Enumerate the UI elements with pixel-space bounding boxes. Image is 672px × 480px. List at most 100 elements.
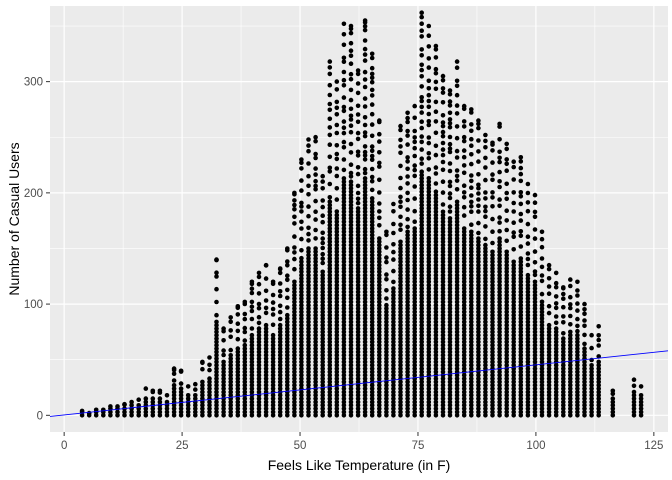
- data-point: [469, 249, 474, 255]
- data-point: [638, 384, 644, 389]
- data-point: [377, 342, 382, 348]
- data-point: [412, 239, 418, 245]
- data-point: [355, 329, 361, 335]
- data-point: [320, 383, 326, 388]
- data-point: [270, 396, 276, 401]
- data-point: [369, 111, 375, 117]
- data-point: [511, 282, 516, 288]
- data-point: [610, 396, 616, 401]
- data-point: [490, 369, 495, 375]
- data-point: [235, 386, 241, 391]
- data-point: [398, 252, 403, 258]
- data-point: [270, 413, 276, 418]
- data-point: [525, 389, 531, 395]
- data-point: [440, 363, 446, 368]
- data-point: [306, 183, 311, 189]
- data-point: [171, 409, 177, 415]
- data-point: [575, 383, 580, 388]
- data-point: [214, 326, 219, 331]
- data-point: [511, 326, 516, 331]
- data-point: [355, 403, 361, 408]
- data-point: [546, 329, 552, 335]
- data-point: [299, 326, 304, 331]
- data-point: [561, 285, 566, 290]
- data-point: [277, 281, 283, 286]
- data-point: [525, 359, 531, 365]
- data-point: [391, 322, 396, 328]
- data-point: [490, 376, 495, 381]
- data-point: [412, 232, 418, 238]
- data-point: [447, 356, 453, 361]
- data-point: [320, 198, 326, 203]
- data-point: [242, 396, 248, 401]
- data-point: [440, 332, 446, 338]
- data-point: [504, 256, 510, 261]
- data-point: [249, 308, 255, 314]
- data-point: [454, 272, 460, 278]
- data-point: [440, 246, 446, 251]
- data-point: [405, 326, 410, 331]
- data-point: [461, 249, 467, 255]
- data-point: [582, 393, 587, 398]
- data-point: [355, 279, 361, 285]
- data-point: [355, 316, 361, 321]
- data-point: [447, 383, 453, 388]
- data-point: [568, 305, 573, 311]
- data-point: [447, 269, 453, 275]
- data-point: [483, 196, 488, 201]
- data-point: [490, 256, 495, 261]
- data-point: [561, 396, 566, 401]
- data-point: [348, 292, 354, 298]
- data-point: [532, 373, 538, 378]
- data-point: [341, 346, 347, 351]
- data-point: [412, 339, 418, 345]
- data-point: [313, 166, 318, 171]
- data-point: [362, 149, 368, 155]
- data-point: [398, 413, 403, 418]
- data-point: [433, 326, 439, 331]
- data-point: [532, 286, 538, 291]
- data-point: [398, 309, 403, 315]
- data-point: [511, 389, 516, 395]
- data-point: [419, 319, 425, 325]
- data-point: [313, 403, 318, 408]
- data-point: [384, 396, 389, 401]
- data-point: [631, 377, 637, 383]
- data-point: [568, 356, 573, 361]
- data-point: [306, 406, 311, 411]
- data-point: [440, 242, 446, 248]
- data-point: [454, 356, 460, 361]
- data-point: [313, 396, 318, 401]
- data-point: [497, 259, 502, 265]
- data-point: [334, 186, 340, 191]
- data-point: [214, 399, 219, 405]
- data-point: [433, 232, 439, 238]
- data-point: [553, 329, 559, 335]
- data-point: [511, 396, 516, 401]
- data-point: [398, 319, 403, 325]
- data-point: [539, 264, 545, 270]
- data-point: [398, 406, 403, 411]
- data-point: [433, 359, 439, 365]
- data-point: [511, 332, 516, 338]
- data-point: [483, 289, 488, 295]
- data-point: [419, 119, 425, 124]
- data-point: [129, 399, 134, 405]
- data-point: [440, 190, 446, 195]
- data-point: [518, 194, 524, 199]
- data-point: [306, 322, 311, 328]
- data-point: [504, 279, 510, 285]
- data-point: [285, 316, 290, 321]
- data-point: [249, 339, 255, 345]
- data-point: [398, 366, 403, 371]
- data-point: [306, 289, 311, 295]
- data-point: [157, 388, 163, 394]
- data-point: [476, 149, 481, 154]
- data-point: [171, 389, 177, 395]
- data-point: [440, 383, 446, 388]
- data-point: [419, 289, 425, 295]
- data-point: [412, 145, 418, 151]
- data-point: [419, 259, 425, 265]
- data-point: [292, 234, 297, 239]
- data-point: [221, 369, 226, 375]
